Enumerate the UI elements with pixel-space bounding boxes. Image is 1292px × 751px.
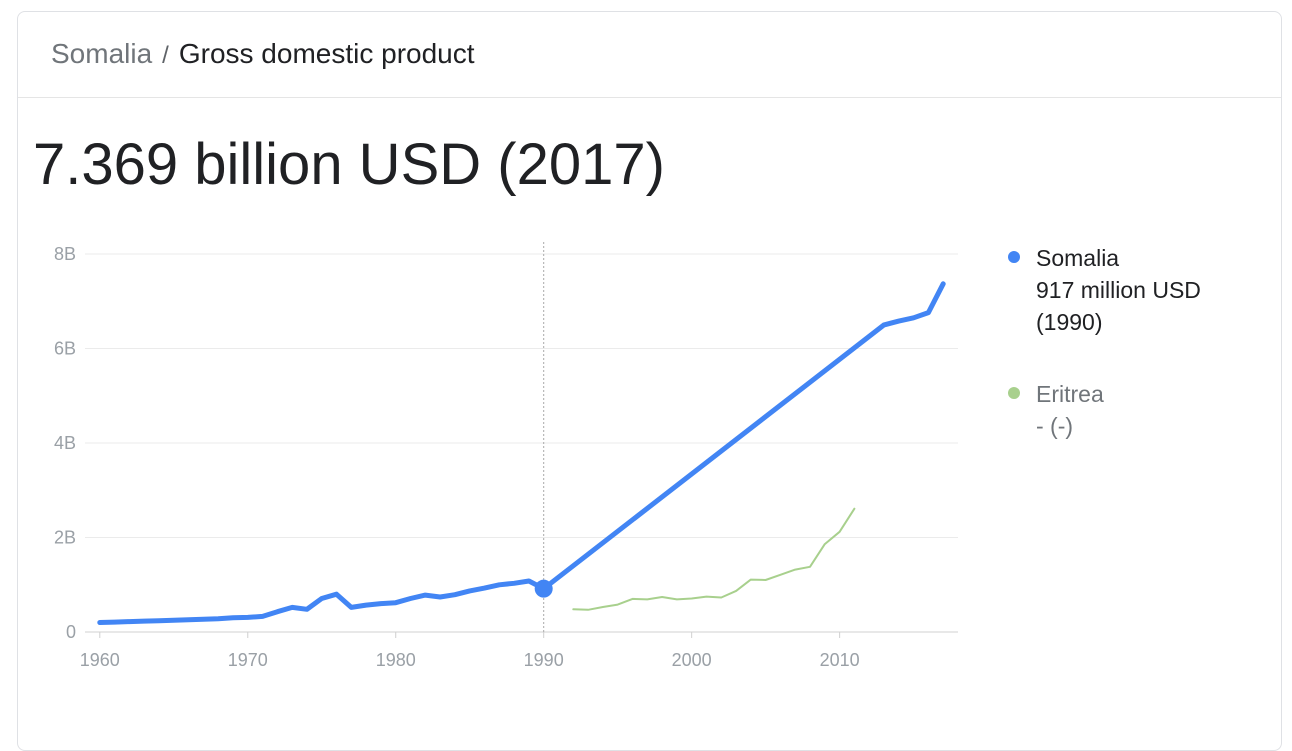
card-header: Somalia / Gross domestic product <box>18 12 1281 98</box>
y-tick-label-0: 0 <box>66 622 76 642</box>
series-line-somalia <box>97 281 946 625</box>
legend-dot-somalia <box>1008 251 1020 263</box>
legend-value-eritrea: - (-) <box>1036 413 1074 439</box>
legend-name-somalia: Somalia <box>1036 245 1120 271</box>
gdp-line-chart[interactable]: 0 2B 4B 6B 8B 1960 1970 1980 1990 2000 2010 <box>0 0 1292 720</box>
breadcrumb-separator: / <box>162 42 169 69</box>
y-tick-label-1: 2B <box>54 528 76 548</box>
headline-value: 7.369 billion USD (2017) <box>33 132 665 197</box>
legend-item-somalia[interactable]: Somalia 917 million USD (1990) <box>1000 242 1260 338</box>
breadcrumb-metric: Gross domestic product <box>178 38 475 69</box>
breadcrumb: Somalia / Gross domestic product <box>51 36 475 74</box>
x-tick-label-1: 1970 <box>228 650 268 670</box>
gdp-card: Somalia / Gross domestic product <box>17 11 1282 751</box>
legend-name-eritrea: Eritrea <box>1036 381 1104 407</box>
y-tick-label-2: 4B <box>54 433 76 453</box>
x-tick-label-5: 2010 <box>820 650 860 670</box>
chart-legend: Somalia 917 million USD (1990) Eritrea -… <box>1000 242 1260 482</box>
y-tick-label-4: 8B <box>54 244 76 264</box>
legend-item-eritrea[interactable]: Eritrea - (-) <box>1000 378 1260 442</box>
legend-dot-eritrea <box>1008 387 1020 399</box>
legend-year-somalia: (1990) <box>1036 309 1103 335</box>
y-tick-label-3: 6B <box>54 339 76 359</box>
x-tick-label-0: 1960 <box>80 650 120 670</box>
x-tick-label-2: 1980 <box>376 650 416 670</box>
legend-value-somalia: 917 million USD <box>1036 277 1201 303</box>
series-line-eritrea <box>572 507 856 611</box>
x-tick-label-4: 2000 <box>672 650 712 670</box>
x-tick-label-3: 1990 <box>524 650 564 670</box>
highlight-point-somalia-1990 <box>534 579 553 598</box>
breadcrumb-country[interactable]: Somalia <box>51 38 153 69</box>
